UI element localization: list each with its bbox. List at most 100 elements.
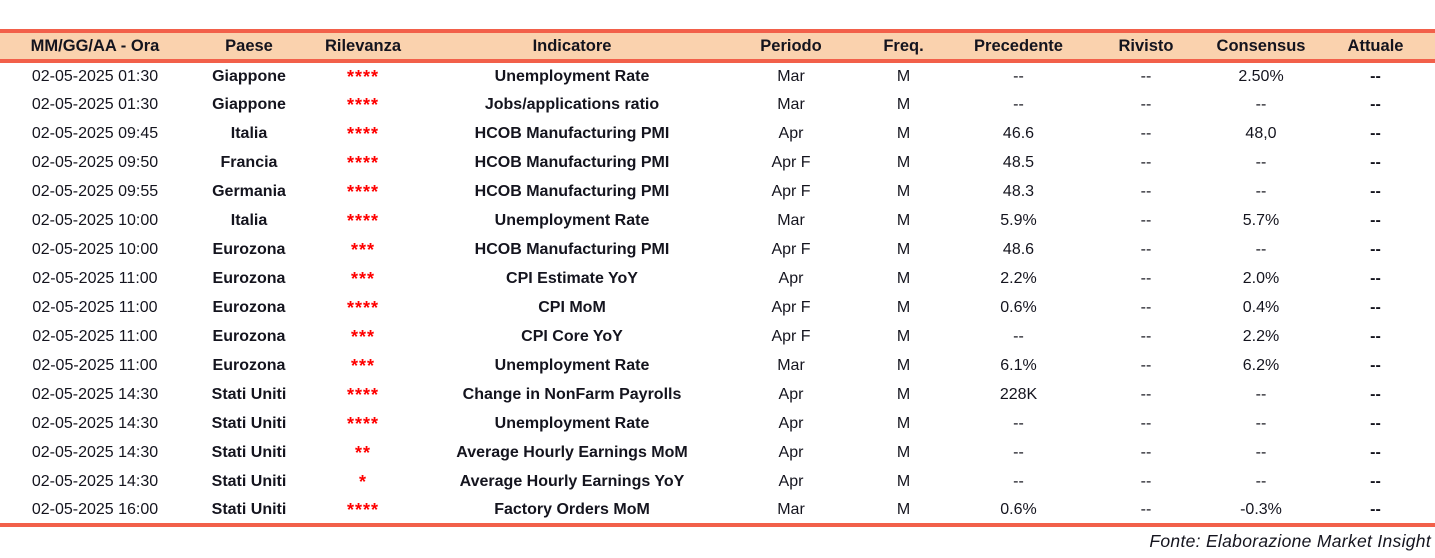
cell-country: Eurozona bbox=[212, 269, 286, 287]
cell-period: Mar bbox=[777, 211, 805, 229]
cell-actual: -- bbox=[1370, 298, 1381, 316]
cell-freq: M bbox=[896, 414, 911, 432]
cell-period: Apr bbox=[778, 443, 804, 461]
cell-country: Italia bbox=[230, 211, 268, 229]
cell-consensus: 2.50% bbox=[1238, 67, 1284, 85]
cell-actual: -- bbox=[1370, 95, 1381, 113]
cell-datetime: 02-05-2025 09:45 bbox=[31, 124, 159, 142]
table-row: 02-05-2025 14:30 Stati Uniti **** Unemploym… bbox=[0, 409, 1435, 438]
cell-consensus: -- bbox=[1255, 182, 1267, 200]
table-row: 02-05-2025 14:30 Stati Uniti ** Average Hou… bbox=[0, 438, 1435, 467]
cell-consensus: -- bbox=[1255, 385, 1267, 403]
cell-freq: M bbox=[896, 356, 911, 374]
cell-indicator: Change in NonFarm Payrolls bbox=[462, 385, 682, 403]
cell-period: Apr bbox=[778, 124, 804, 142]
cell-revised: -- bbox=[1140, 269, 1152, 287]
cell-freq: M bbox=[896, 472, 911, 490]
cell-previous: 6.1% bbox=[1000, 356, 1037, 374]
cell-actual: -- bbox=[1370, 472, 1381, 490]
table-header: MM/GG/AA - Ora Paese Rilevanza Indicator… bbox=[0, 31, 1435, 63]
cell-previous: 48.3 bbox=[1002, 182, 1035, 200]
table-row: 02-05-2025 16:00 Stati Uniti **** Factory O… bbox=[0, 496, 1435, 525]
cell-datetime: 02-05-2025 14:30 bbox=[31, 385, 159, 403]
cell-indicator: HCOB Manufacturing PMI bbox=[474, 153, 670, 171]
cell-period: Apr F bbox=[771, 182, 811, 200]
cell-period: Apr F bbox=[771, 298, 811, 316]
cell-relevance: **** bbox=[346, 94, 380, 115]
cell-relevance: **** bbox=[346, 413, 380, 434]
header-actual: Attuale bbox=[1316, 31, 1435, 63]
cell-indicator: Unemployment Rate bbox=[494, 414, 650, 432]
cell-relevance: **** bbox=[346, 210, 380, 231]
cell-freq: M bbox=[896, 211, 911, 229]
cell-freq: M bbox=[896, 500, 911, 518]
cell-indicator: Jobs/applications ratio bbox=[484, 95, 660, 113]
cell-freq: M bbox=[896, 67, 911, 85]
table-row: 02-05-2025 11:00 Eurozona *** CPI Estimate … bbox=[0, 264, 1435, 293]
cell-datetime: 02-05-2025 10:00 bbox=[31, 240, 159, 258]
cell-relevance: **** bbox=[346, 499, 380, 520]
cell-actual: -- bbox=[1370, 414, 1381, 432]
cell-indicator: HCOB Manufacturing PMI bbox=[474, 124, 670, 142]
cell-relevance: *** bbox=[350, 268, 375, 289]
cell-datetime: 02-05-2025 09:55 bbox=[31, 182, 159, 200]
cell-relevance: **** bbox=[346, 297, 380, 318]
cell-previous: -- bbox=[1013, 67, 1024, 85]
cell-datetime: 02-05-2025 11:00 bbox=[32, 356, 158, 374]
table-row: 02-05-2025 11:00 Eurozona *** CPI Core YoY A… bbox=[0, 322, 1435, 351]
cell-country: Eurozona bbox=[212, 327, 286, 345]
cell-revised: -- bbox=[1140, 298, 1152, 316]
cell-freq: M bbox=[896, 124, 911, 142]
cell-datetime: 02-05-2025 11:00 bbox=[32, 327, 158, 345]
cell-revised: -- bbox=[1140, 443, 1152, 461]
cell-datetime: 02-05-2025 01:30 bbox=[31, 67, 159, 85]
cell-datetime: 02-05-2025 01:30 bbox=[31, 95, 159, 113]
cell-country: Stati Uniti bbox=[211, 500, 287, 518]
cell-actual: -- bbox=[1370, 443, 1381, 461]
cell-revised: -- bbox=[1140, 472, 1152, 490]
cell-consensus: -- bbox=[1255, 153, 1267, 171]
cell-consensus: 2.0% bbox=[1242, 269, 1280, 287]
cell-indicator: CPI Core YoY bbox=[521, 327, 623, 345]
cell-consensus: -- bbox=[1255, 240, 1267, 258]
cell-datetime: 02-05-2025 14:30 bbox=[31, 443, 159, 461]
cell-actual: -- bbox=[1370, 500, 1381, 518]
cell-indicator: CPI Estimate YoY bbox=[506, 269, 638, 287]
table-row: 02-05-2025 01:30 Giappone **** Jobs/applica… bbox=[0, 90, 1435, 119]
cell-country: Stati Uniti bbox=[211, 472, 287, 490]
cell-period: Mar bbox=[777, 356, 805, 374]
cell-country: Giappone bbox=[212, 95, 286, 113]
table-row: 02-05-2025 09:50 Francia **** HCOB Manufact… bbox=[0, 148, 1435, 177]
cell-indicator: Unemployment Rate bbox=[494, 67, 650, 85]
cell-revised: -- bbox=[1140, 153, 1152, 171]
table-row: 02-05-2025 09:55 Germania **** HCOB Manufac… bbox=[0, 177, 1435, 206]
cell-indicator: Factory Orders MoM bbox=[494, 500, 650, 518]
table-row: 02-05-2025 10:00 Italia **** Unemployment R… bbox=[0, 206, 1435, 235]
cell-indicator: Average Hourly Earnings MoM bbox=[456, 443, 688, 461]
cell-period: Mar bbox=[777, 95, 805, 113]
cell-actual: -- bbox=[1370, 182, 1381, 200]
cell-actual: -- bbox=[1370, 124, 1381, 142]
cell-relevance: **** bbox=[346, 152, 380, 173]
cell-datetime: 02-05-2025 14:30 bbox=[31, 472, 159, 490]
cell-datetime: 02-05-2025 11:00 bbox=[32, 298, 158, 316]
cell-consensus: 48,0 bbox=[1245, 124, 1277, 142]
cell-indicator: HCOB Manufacturing PMI bbox=[474, 182, 670, 200]
cell-country: Eurozona bbox=[212, 298, 286, 316]
cell-revised: -- bbox=[1140, 327, 1152, 345]
cell-period: Mar bbox=[777, 67, 805, 85]
cell-relevance: ** bbox=[354, 442, 371, 463]
cell-previous: -- bbox=[1013, 327, 1024, 345]
header-row: MM/GG/AA - Ora Paese Rilevanza Indicator… bbox=[0, 31, 1435, 63]
cell-actual: -- bbox=[1370, 356, 1381, 374]
cell-freq: M bbox=[896, 240, 911, 258]
cell-period: Apr bbox=[778, 472, 804, 490]
cell-revised: -- bbox=[1140, 67, 1152, 85]
cell-relevance: **** bbox=[346, 123, 380, 144]
cell-country: Stati Uniti bbox=[211, 385, 287, 403]
cell-indicator: Unemployment Rate bbox=[494, 211, 650, 229]
header-datetime: MM/GG/AA - Ora bbox=[0, 31, 190, 63]
cell-previous: 46.6 bbox=[1002, 124, 1035, 142]
cell-indicator: CPI MoM bbox=[538, 298, 606, 316]
cell-country: Italia bbox=[230, 124, 268, 142]
